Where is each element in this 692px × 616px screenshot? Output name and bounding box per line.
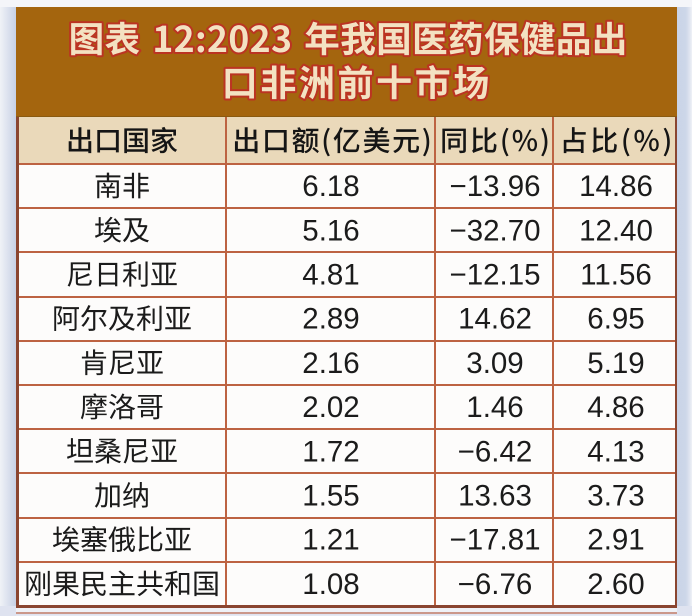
svg-text:12.40: 12.40 (579, 214, 653, 247)
svg-text:5.19: 5.19 (587, 347, 644, 380)
svg-text:2.91: 2.91 (587, 524, 644, 557)
svg-text:−6.42: −6.42 (458, 435, 533, 468)
svg-text:−13.96: −13.96 (449, 170, 540, 203)
svg-text:2.89: 2.89 (302, 303, 359, 336)
svg-text:3.73: 3.73 (587, 480, 644, 513)
svg-text:4.86: 4.86 (587, 391, 644, 424)
svg-text:2.02: 2.02 (302, 391, 359, 424)
svg-text:−6.76: −6.76 (458, 568, 533, 601)
svg-text:−17.81: −17.81 (449, 524, 540, 557)
svg-text:1.55: 1.55 (302, 480, 359, 513)
svg-text:2.60: 2.60 (587, 568, 644, 601)
svg-text:3.09: 3.09 (466, 347, 523, 380)
svg-text:6.95: 6.95 (587, 303, 644, 336)
svg-text:4.13: 4.13 (587, 435, 644, 468)
svg-text:11.56: 11.56 (580, 259, 652, 292)
svg-text:1.72: 1.72 (302, 435, 359, 468)
svg-text:−32.70: −32.70 (449, 214, 540, 247)
svg-text:4.81: 4.81 (302, 259, 359, 292)
svg-text:1.08: 1.08 (302, 568, 359, 601)
svg-text:13.63: 13.63 (458, 480, 532, 513)
svg-text:6.18: 6.18 (302, 170, 359, 203)
svg-text:5.16: 5.16 (302, 214, 359, 247)
svg-text:1.46: 1.46 (466, 391, 523, 424)
svg-text:14.86: 14.86 (579, 170, 653, 203)
svg-text:14.62: 14.62 (458, 303, 532, 336)
svg-text:1.21: 1.21 (302, 524, 359, 557)
svg-text:−12.15: −12.15 (449, 259, 540, 292)
svg-text:2.16: 2.16 (302, 347, 359, 380)
